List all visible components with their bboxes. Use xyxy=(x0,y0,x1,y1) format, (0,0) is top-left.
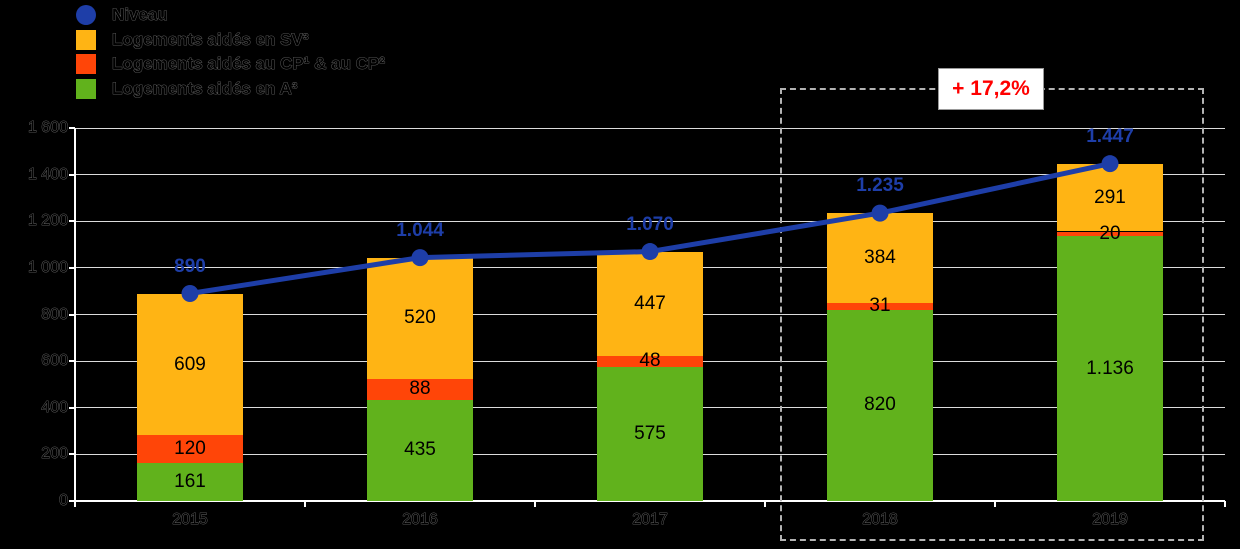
bar-segment-label: 575 xyxy=(634,422,666,444)
bar-segment xyxy=(367,399,473,501)
x-axis xyxy=(75,500,1225,502)
gridline xyxy=(75,127,1225,129)
bar-segment xyxy=(137,463,243,501)
y-axis xyxy=(74,128,76,502)
bar-segment xyxy=(137,293,243,436)
bar-segment-label: 609 xyxy=(174,353,206,375)
bar-segment-label: 820 xyxy=(864,394,896,416)
legend-label: Niveau xyxy=(112,5,169,25)
bar-segment-label: 291 xyxy=(1094,186,1126,208)
y-tick-label: 1 000 xyxy=(27,258,69,276)
bar-segment-label: 520 xyxy=(404,307,436,329)
y-tick xyxy=(69,313,75,316)
y-tick-label: 400 xyxy=(41,398,69,416)
y-tick-label: 800 xyxy=(41,305,69,323)
legend-label: Logements aidés en A³ xyxy=(112,79,298,99)
y-tick-label: 0 xyxy=(59,492,69,510)
x-tick-label: 2016 xyxy=(402,511,438,529)
x-tick-label: 2015 xyxy=(172,511,208,529)
y-tick-label: 1 400 xyxy=(27,165,69,183)
y-tick-label: 200 xyxy=(41,445,69,463)
bar-segment-label: 435 xyxy=(404,439,436,461)
bar-segment-label: 48 xyxy=(639,350,661,372)
legend-marker-circle-icon xyxy=(76,5,96,25)
bar-segment-label: 161 xyxy=(174,471,206,493)
y-tick-label: 600 xyxy=(41,352,69,370)
x-tick-label: 2019 xyxy=(1092,511,1128,529)
data-point-label: 1.447 xyxy=(1086,125,1134,147)
legend-item: Niveau xyxy=(76,5,168,25)
legend-item: Logements aidés au CP¹ & au CP² xyxy=(76,54,385,74)
growth-label: + 17,2% xyxy=(952,77,1030,100)
bar-segment xyxy=(367,379,473,400)
y-tick xyxy=(69,127,75,129)
data-point-label: 1.070 xyxy=(626,213,674,235)
bar-segment-label: 31 xyxy=(869,295,891,317)
data-point-label: 890 xyxy=(174,255,206,277)
y-tick xyxy=(69,500,75,502)
legend-marker-square-icon xyxy=(76,54,96,74)
y-tick xyxy=(69,266,75,269)
bar-segment-label: 447 xyxy=(634,292,666,314)
x-tick xyxy=(764,501,766,507)
bar-segment xyxy=(827,302,933,310)
bar-segment-label: 1.136 xyxy=(1086,357,1134,379)
data-point-label: 1.235 xyxy=(856,175,904,197)
data-point-label: 1.044 xyxy=(396,219,444,241)
legend-marker-square-icon xyxy=(76,79,96,99)
legend-marker-square-icon xyxy=(76,30,96,50)
x-tick xyxy=(994,501,996,507)
bar-segment xyxy=(137,435,243,464)
x-tick xyxy=(74,501,76,507)
x-tick xyxy=(304,501,306,507)
legend-label: Logements aidés au CP¹ & au CP² xyxy=(112,54,386,74)
bar-segment xyxy=(597,366,703,501)
y-tick-label: 1 200 xyxy=(27,212,69,230)
legend-label: Logements aidés en SV³ xyxy=(112,30,309,50)
bar-segment-label: 384 xyxy=(864,246,896,268)
y-tick xyxy=(69,453,75,456)
bar-segment-label: 120 xyxy=(174,438,206,460)
bar-segment-label: 20 xyxy=(1099,222,1121,244)
growth-badge: + 17,2% xyxy=(938,68,1044,110)
y-tick xyxy=(69,173,75,176)
bar-segment xyxy=(827,309,933,501)
x-tick xyxy=(534,501,536,507)
y-tick xyxy=(69,406,75,409)
y-tick-label: 1 600 xyxy=(27,119,69,137)
legend-item: Logements aidés en A³ xyxy=(76,79,298,99)
bar-segment xyxy=(597,355,703,367)
legend-item: Logements aidés en SV³ xyxy=(76,30,309,50)
y-tick xyxy=(69,220,75,223)
x-tick xyxy=(1224,501,1226,507)
x-tick-label: 2017 xyxy=(632,511,668,529)
bar-segment-label: 88 xyxy=(409,378,431,400)
y-tick xyxy=(69,360,75,363)
x-tick-label: 2018 xyxy=(862,511,898,529)
